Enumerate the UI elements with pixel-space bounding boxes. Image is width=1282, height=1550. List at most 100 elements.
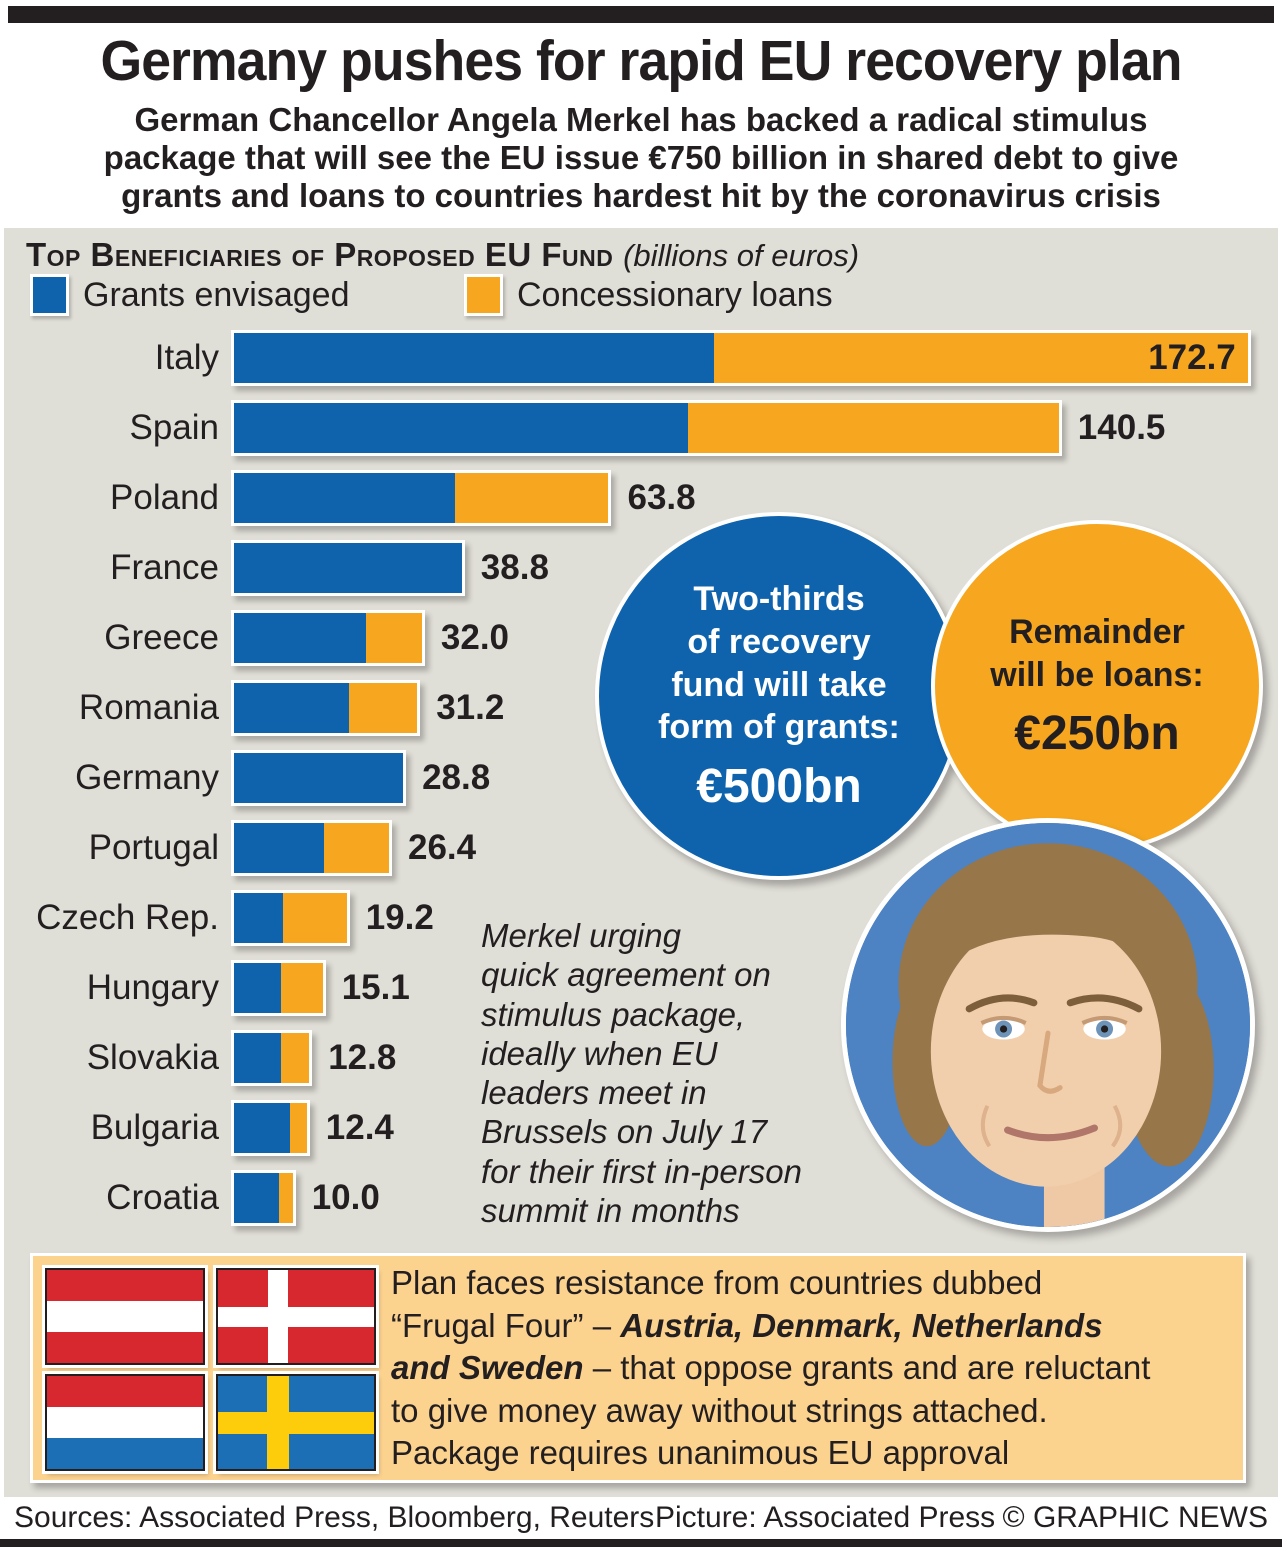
footer: Sources: Associated Press, Bloomberg, Re… — [14, 1501, 1268, 1535]
grants-segment — [234, 1173, 280, 1223]
frugal-text-emphasis: Austria, Denmark, Netherlands and Sweden — [391, 1306, 1103, 1387]
loans-segment — [324, 823, 389, 873]
grants-segment — [234, 543, 462, 593]
bar-row: France 38.8 — [4, 533, 1278, 603]
bar-row: Bulgaria 12.4 — [4, 1093, 1278, 1163]
bar-row: Greece 32.0 — [4, 603, 1278, 673]
stacked-bar — [231, 470, 612, 526]
value-label: 19.2 — [365, 898, 434, 937]
grants-callout-value: €500bn — [696, 760, 862, 814]
austria-flag-icon — [45, 1268, 205, 1365]
value-label: 31.2 — [436, 688, 505, 727]
bar-row: Poland 63.8 — [4, 463, 1278, 533]
value-label: 140.5 — [1077, 408, 1166, 447]
bar-row: Germany 28.8 — [4, 743, 1278, 813]
grants-segment — [234, 333, 715, 383]
loans-swatch-icon — [464, 274, 503, 316]
sources-credit: Sources: Associated Press, Bloomberg, Re… — [14, 1501, 655, 1534]
bar-row: Czech Rep. 19.2 — [4, 883, 1278, 953]
stacked-bar — [231, 820, 392, 876]
netherlands-flag-icon — [45, 1374, 205, 1471]
country-label: Bulgaria — [90, 1108, 219, 1147]
country-label: Poland — [110, 478, 219, 517]
stacked-bar — [231, 1030, 313, 1086]
section-heading: Top Beneficiaries of Proposed EU Fund (b… — [26, 236, 859, 274]
graphic-news-credit: © GRAPHIC NEWS — [1002, 1501, 1268, 1534]
loans-callout-value: €250bn — [1014, 707, 1180, 761]
value-label: 15.1 — [341, 968, 410, 1007]
section-heading-text: Top Beneficiaries of Proposed EU Fund — [26, 236, 614, 273]
stacked-bar: 172.7 — [231, 330, 1251, 386]
stacked-bar — [231, 960, 326, 1016]
merkel-annotation: Merkel urging quick agreement on stimulu… — [481, 917, 802, 1229]
grants-segment — [234, 1103, 291, 1153]
frugal-four-text: Plan faces resistance from countries dub… — [391, 1262, 1229, 1475]
denmark-cross-horizontal — [218, 1307, 374, 1327]
legend-item-grants: Grants envisaged — [30, 274, 350, 316]
grants-segment — [234, 963, 281, 1013]
grants-segment — [234, 473, 456, 523]
country-label: Germany — [75, 758, 219, 797]
top-rule — [8, 6, 1274, 23]
stacked-bar — [231, 1170, 296, 1226]
loans-segment — [687, 403, 1059, 453]
legend-item-loans: Concessionary loans — [464, 274, 833, 316]
bar-row: Romania 31.2 — [4, 673, 1278, 743]
bar-row: Italy 172.7 — [4, 323, 1278, 393]
merkel-photo — [841, 818, 1255, 1232]
bar-row: Portugal 26.4 — [4, 813, 1278, 883]
country-label: Spain — [129, 408, 219, 447]
value-label: 38.8 — [480, 548, 549, 587]
grants-segment — [234, 893, 284, 943]
loans-callout-circle: Remainder will be loans: €250bn — [931, 520, 1263, 852]
bottom-rule — [0, 1539, 1282, 1547]
loans-legend-label: Concessionary loans — [517, 275, 833, 314]
loans-segment — [290, 1103, 307, 1153]
loans-segment — [279, 1173, 293, 1223]
bar-row: Slovakia 12.8 — [4, 1023, 1278, 1093]
stacked-bar — [231, 1100, 310, 1156]
value-label: 28.8 — [422, 758, 491, 797]
country-label: Slovakia — [86, 1038, 219, 1077]
bar-row: Spain 140.5 — [4, 393, 1278, 463]
grants-segment — [234, 753, 404, 803]
country-label: Romania — [78, 688, 219, 727]
merkel-portrait-illustration — [846, 823, 1250, 1227]
value-label: 26.4 — [407, 828, 477, 867]
sweden-flag-icon — [216, 1374, 376, 1471]
loans-segment — [714, 333, 1248, 383]
frugal-text-start: Plan faces resistance from countries dub… — [391, 1264, 1043, 1344]
loans-callout-text: Remainder will be loans: — [990, 612, 1204, 694]
loans-segment — [455, 473, 609, 523]
country-label: Greece — [104, 618, 219, 657]
value-label: 12.8 — [328, 1038, 397, 1077]
stacked-bar — [231, 890, 350, 946]
frugal-four-box: Plan faces resistance from countries dub… — [30, 1253, 1246, 1483]
bar-row: Croatia 10.0 — [4, 1163, 1278, 1233]
loans-segment — [366, 613, 422, 663]
value-label: 63.8 — [627, 478, 696, 517]
value-label: 32.0 — [440, 618, 510, 657]
country-label: Croatia — [106, 1178, 219, 1217]
value-label: 172.7 — [1148, 338, 1236, 377]
bar-chart: Italy 172.7 Spain 140.5 Poland 63.8 France 38.8… — [4, 323, 1278, 1233]
stacked-bar — [231, 400, 1062, 456]
loans-segment — [281, 963, 323, 1013]
loans-segment — [349, 683, 418, 733]
country-label: Hungary — [86, 968, 219, 1007]
grants-segment — [234, 823, 325, 873]
value-label: 10.0 — [311, 1178, 380, 1217]
grants-callout-text: Two-thirds of recovery fund will take fo… — [658, 579, 900, 747]
country-label: Portugal — [88, 828, 219, 867]
country-label: Czech Rep. — [36, 898, 219, 937]
country-label: France — [110, 548, 219, 587]
grants-segment — [234, 1033, 281, 1083]
standfirst: German Chancellor Angela Merkel has back… — [103, 101, 1179, 214]
grants-swatch-icon — [30, 274, 69, 316]
grants-segment — [234, 613, 367, 663]
sweden-cross-horizontal — [218, 1412, 374, 1434]
grants-segment — [234, 403, 688, 453]
stacked-bar — [231, 610, 425, 666]
stacked-bar — [231, 540, 465, 596]
frugal-text-end: – that oppose grants and are reluctant t… — [391, 1349, 1151, 1472]
